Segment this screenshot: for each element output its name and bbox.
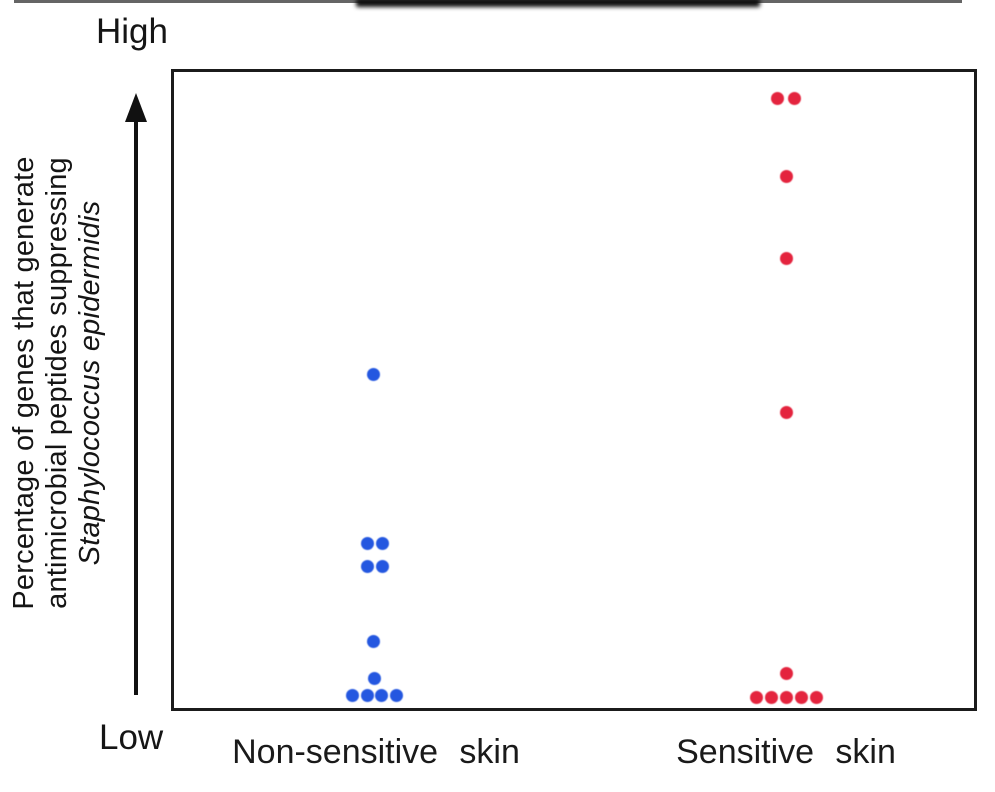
- data-point: [764, 690, 778, 704]
- x-label-non-sensitive-skin: Non-sensitive skin: [232, 733, 520, 771]
- data-point: [809, 690, 823, 704]
- data-point: [779, 252, 793, 266]
- data-point: [389, 689, 403, 703]
- data-point: [360, 689, 374, 703]
- data-point: [374, 689, 388, 703]
- data-point: [360, 559, 374, 573]
- data-point: [787, 92, 801, 106]
- y-axis-label-line2: antimicrobial peptides suppressing: [41, 157, 73, 609]
- y-axis-high-label: High: [96, 12, 168, 51]
- plot-area: [171, 69, 977, 711]
- y-axis-label-line1: Percentage of genes that generate: [8, 156, 40, 610]
- y-axis-low-label: Low: [99, 718, 164, 757]
- data-point: [375, 559, 389, 573]
- top-center-bar: [356, 0, 760, 7]
- data-point: [794, 690, 808, 704]
- data-point: [345, 689, 359, 703]
- data-point: [779, 666, 793, 680]
- data-point: [375, 536, 389, 550]
- y-axis-label: Percentage of genes that generate antimi…: [8, 98, 108, 668]
- data-point: [779, 690, 793, 704]
- data-point: [749, 690, 763, 704]
- data-point: [770, 92, 784, 106]
- data-point: [366, 367, 380, 381]
- y-axis-arrow-icon: [125, 93, 147, 695]
- data-point: [779, 406, 793, 420]
- data-point: [367, 671, 381, 685]
- y-axis-label-species: Staphylococcus epidermidis: [74, 200, 106, 566]
- data-point: [360, 536, 374, 550]
- x-label-sensitive-skin: Sensitive skin: [676, 733, 896, 771]
- data-point: [366, 634, 380, 648]
- data-point: [779, 170, 793, 184]
